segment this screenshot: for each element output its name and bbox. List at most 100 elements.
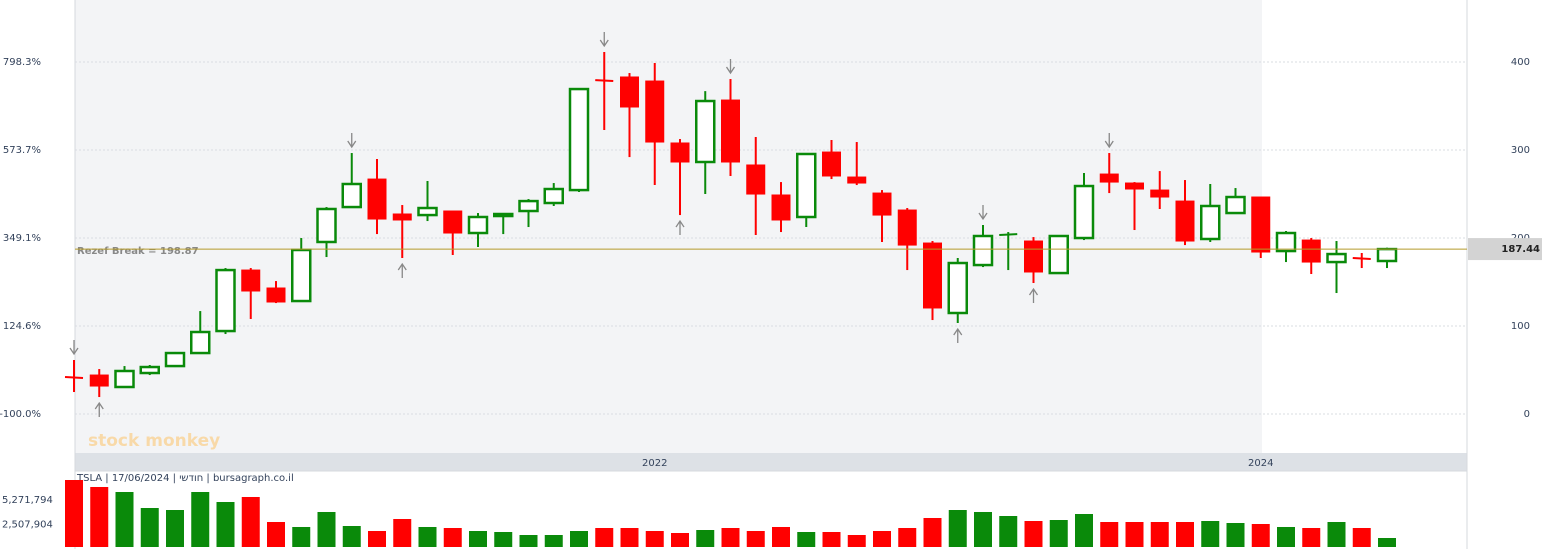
candle-body xyxy=(1125,182,1144,190)
candle-body xyxy=(796,152,817,219)
candle-body xyxy=(1099,173,1119,183)
candle-body xyxy=(746,164,766,195)
candle-body xyxy=(620,76,639,108)
volume-bar xyxy=(65,480,83,547)
candle-body xyxy=(972,234,994,267)
volume-bar xyxy=(191,492,210,547)
candle-body xyxy=(1150,189,1170,198)
volume-bar xyxy=(115,492,134,547)
candle-body xyxy=(392,213,412,221)
volume-bar xyxy=(1226,523,1245,547)
volume-bar xyxy=(696,530,715,547)
candle-body xyxy=(367,178,387,220)
candle-body xyxy=(467,215,489,235)
volume-bar xyxy=(1125,521,1144,547)
candle-body xyxy=(164,351,186,368)
fractal-arrow-down xyxy=(725,59,736,75)
volume-bar xyxy=(418,526,437,547)
volume-bar xyxy=(1352,527,1371,547)
candle-body xyxy=(1376,247,1398,263)
y2-tick-label: 124.6% xyxy=(3,321,41,332)
candle-body xyxy=(493,212,514,218)
candle-body xyxy=(1073,184,1095,240)
fractal-arrow-up xyxy=(675,219,685,236)
candle-body xyxy=(645,80,665,143)
candle-body xyxy=(190,330,211,355)
candle-body xyxy=(341,182,362,209)
y2-tick-label: 349.1% xyxy=(3,233,41,244)
volume-bar xyxy=(443,527,462,547)
volume-bar xyxy=(620,527,639,547)
candle-body xyxy=(872,192,892,216)
fractal-arrow-down xyxy=(1104,133,1114,149)
watermark: stock monkey xyxy=(88,431,220,451)
volume-bar xyxy=(216,502,235,547)
candle-body xyxy=(1275,231,1297,253)
volume-bar xyxy=(494,532,513,547)
volume-bar xyxy=(797,532,816,547)
last-price-label: 187.44 xyxy=(1501,244,1540,255)
candle-body xyxy=(241,269,261,292)
candle-body xyxy=(1352,257,1371,261)
volume-tick-label: 2,507,904 xyxy=(2,520,53,531)
volume-bar xyxy=(1075,514,1093,547)
fractal-arrow-up xyxy=(94,401,104,418)
candle-body xyxy=(518,199,539,213)
fractal-arrow-down xyxy=(69,339,79,356)
volume-bar xyxy=(746,530,765,547)
candle-body xyxy=(1251,196,1271,253)
volume-tick-label: 5,271,794 xyxy=(2,495,53,506)
candle-body xyxy=(291,248,312,303)
volume-bar xyxy=(721,527,740,547)
plot-background xyxy=(75,0,1262,453)
candle-body xyxy=(847,176,867,184)
candle-body xyxy=(89,374,109,387)
candle-body xyxy=(1301,239,1321,263)
candle-body xyxy=(670,142,690,163)
x-axis-band xyxy=(75,453,1467,471)
volume-bar xyxy=(166,510,184,547)
volume-bar xyxy=(1100,521,1119,547)
x-tick-label: 2024 xyxy=(1248,458,1273,469)
volume-bar xyxy=(544,535,563,547)
annotation: Rezef Break = 198.87 xyxy=(77,246,199,257)
volume-bar xyxy=(948,510,967,547)
candle-body xyxy=(897,209,917,246)
y2-tick-label: -100.0% xyxy=(0,409,41,420)
candle-body xyxy=(1200,204,1221,241)
y-tick-label: 300 xyxy=(1511,145,1530,156)
volume-bar xyxy=(317,511,336,547)
candle-body xyxy=(923,242,942,309)
volume-bar xyxy=(1302,527,1321,547)
candle-body xyxy=(947,261,968,315)
volume-bar xyxy=(1201,520,1220,547)
candle-body xyxy=(114,369,135,389)
candle-body xyxy=(1225,195,1246,215)
candle-body xyxy=(139,365,160,375)
fractal-arrow-up xyxy=(1028,287,1039,303)
candle-body xyxy=(1175,200,1195,242)
volume-bar xyxy=(140,508,159,547)
volume-bar xyxy=(873,530,891,547)
volume-bar xyxy=(368,530,386,547)
volume-bar xyxy=(1251,523,1270,547)
candle-body xyxy=(266,287,286,303)
candle-body xyxy=(568,87,590,192)
volume-bar xyxy=(974,511,992,547)
volume-bar xyxy=(342,526,361,547)
volume-bar xyxy=(469,530,487,547)
fractal-arrow-down xyxy=(347,133,357,149)
candle-body xyxy=(316,207,337,244)
volume-bar xyxy=(595,527,614,547)
candle-body xyxy=(215,268,236,333)
fractal-arrow-down xyxy=(599,32,609,48)
volume-bar xyxy=(393,518,412,547)
x-tick-label: 2022 xyxy=(642,458,667,469)
fractal-arrow-down xyxy=(978,205,988,221)
volume-bar xyxy=(267,521,285,547)
candle-body xyxy=(417,206,438,217)
y-tick-label: 100 xyxy=(1511,321,1530,332)
volume-bar xyxy=(519,535,538,547)
candle-body xyxy=(1326,252,1347,264)
